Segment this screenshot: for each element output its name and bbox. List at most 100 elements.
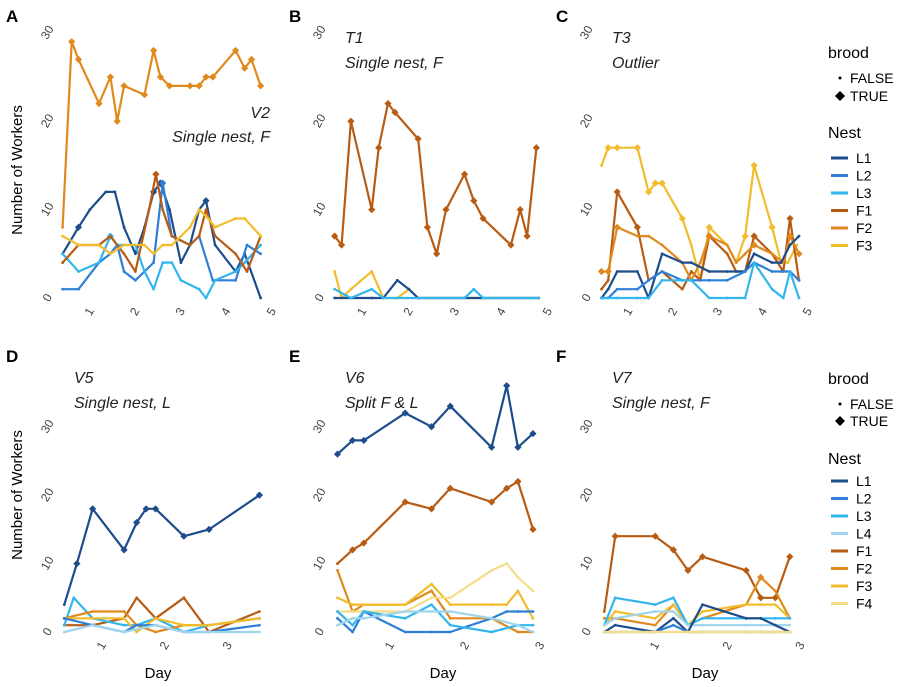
data-point bbox=[660, 278, 664, 282]
data-point bbox=[602, 610, 606, 613]
data-point bbox=[349, 287, 353, 291]
series-f1 bbox=[602, 532, 794, 613]
data-point bbox=[615, 270, 619, 273]
data-point bbox=[336, 610, 339, 613]
data-point-brood bbox=[241, 64, 249, 72]
data-point bbox=[370, 270, 374, 273]
data-point bbox=[797, 278, 801, 282]
data-point-brood bbox=[433, 250, 441, 258]
data-point-brood bbox=[750, 241, 758, 249]
data-point bbox=[91, 616, 95, 620]
panel-title: V2 bbox=[250, 105, 270, 122]
data-point bbox=[182, 623, 186, 627]
x-tick-label: 1 bbox=[382, 639, 398, 652]
data-point-brood bbox=[427, 505, 436, 513]
data-point bbox=[490, 569, 494, 572]
series-l1 bbox=[333, 278, 541, 300]
panel-letter: A bbox=[6, 7, 18, 26]
data-point-brood bbox=[741, 232, 749, 240]
data-point-brood bbox=[669, 546, 677, 554]
x-tick-label: 4 bbox=[218, 305, 234, 318]
series-f2 bbox=[336, 569, 535, 634]
data-point bbox=[606, 296, 610, 300]
data-point-brood bbox=[209, 73, 217, 81]
data-point-brood bbox=[532, 144, 541, 152]
x-tick-label: 3 bbox=[219, 639, 235, 652]
legend-brood-title: brood bbox=[828, 371, 869, 388]
y-tick-label: 10 bbox=[310, 554, 329, 573]
data-point bbox=[207, 630, 211, 634]
y-tick-label: 20 bbox=[38, 111, 57, 130]
panel-letter: B bbox=[289, 7, 301, 26]
data-point bbox=[707, 296, 711, 300]
data-point bbox=[516, 630, 520, 634]
data-point bbox=[734, 270, 738, 273]
legend-item-l4: L4 bbox=[831, 526, 872, 542]
data-point bbox=[770, 252, 774, 256]
x-tick-label: 1 bbox=[94, 639, 110, 652]
data-point bbox=[602, 630, 606, 634]
series-line bbox=[336, 384, 534, 455]
data-point bbox=[701, 603, 704, 607]
panel-e: E V6 Split F & L 0 10 20 30 1 2 3 bbox=[289, 347, 548, 652]
data-point-brood bbox=[757, 573, 765, 581]
panel-letter: F bbox=[556, 347, 566, 366]
data-point-brood bbox=[423, 223, 432, 231]
data-point-brood bbox=[427, 423, 436, 431]
x-tick-label: 3 bbox=[172, 305, 188, 318]
x-tick-label: 4 bbox=[755, 305, 771, 318]
data-point-brood bbox=[74, 223, 83, 231]
data-point bbox=[351, 630, 354, 634]
data-point bbox=[725, 278, 729, 282]
data-point bbox=[362, 616, 366, 620]
data-point-brood bbox=[360, 539, 368, 547]
x-tick-label: 3 bbox=[792, 639, 808, 652]
data-point bbox=[490, 603, 494, 607]
data-point bbox=[77, 287, 80, 291]
y-tick-label: 10 bbox=[577, 200, 596, 219]
data-point bbox=[680, 278, 684, 282]
data-point bbox=[602, 623, 606, 627]
series-line bbox=[334, 279, 539, 300]
data-point bbox=[135, 623, 139, 627]
data-point bbox=[188, 225, 192, 229]
panel-c: C T3 Outlier 0 10 20 30 1 2 3 4 5 bbox=[556, 7, 815, 318]
data-point bbox=[213, 278, 217, 282]
data-point bbox=[243, 261, 247, 265]
data-point-brood bbox=[507, 241, 515, 249]
legend-brood-title: brood bbox=[828, 45, 869, 62]
series-f3 bbox=[333, 270, 541, 300]
data-point-brood bbox=[140, 91, 149, 99]
data-point bbox=[258, 616, 261, 620]
data-point bbox=[61, 252, 64, 256]
data-point-brood bbox=[152, 170, 160, 178]
data-point bbox=[234, 217, 237, 220]
data-point bbox=[671, 630, 675, 634]
data-point bbox=[797, 234, 801, 238]
data-point bbox=[259, 252, 263, 256]
data-point bbox=[122, 252, 126, 256]
data-point bbox=[152, 287, 156, 291]
data-point bbox=[671, 610, 675, 613]
data-point bbox=[197, 208, 201, 212]
data-point bbox=[336, 623, 339, 627]
data-point bbox=[403, 610, 407, 613]
y-tick-label: 30 bbox=[38, 417, 57, 436]
series-line bbox=[336, 570, 533, 634]
data-point bbox=[653, 603, 657, 607]
panel-subtitle: Single nest, F bbox=[345, 55, 444, 72]
data-point bbox=[701, 630, 704, 634]
data-point bbox=[744, 603, 748, 607]
data-point-brood bbox=[337, 241, 346, 249]
data-point bbox=[744, 616, 748, 620]
data-point bbox=[134, 252, 137, 256]
data-point-brood bbox=[106, 73, 114, 81]
data-point-brood bbox=[247, 55, 256, 63]
data-point bbox=[154, 616, 157, 620]
data-point bbox=[660, 243, 664, 247]
data-point bbox=[88, 208, 92, 212]
data-point-brood bbox=[742, 566, 750, 575]
x-axis-label-f: Day bbox=[692, 665, 719, 682]
data-point-brood bbox=[611, 532, 619, 540]
data-point bbox=[206, 217, 210, 220]
